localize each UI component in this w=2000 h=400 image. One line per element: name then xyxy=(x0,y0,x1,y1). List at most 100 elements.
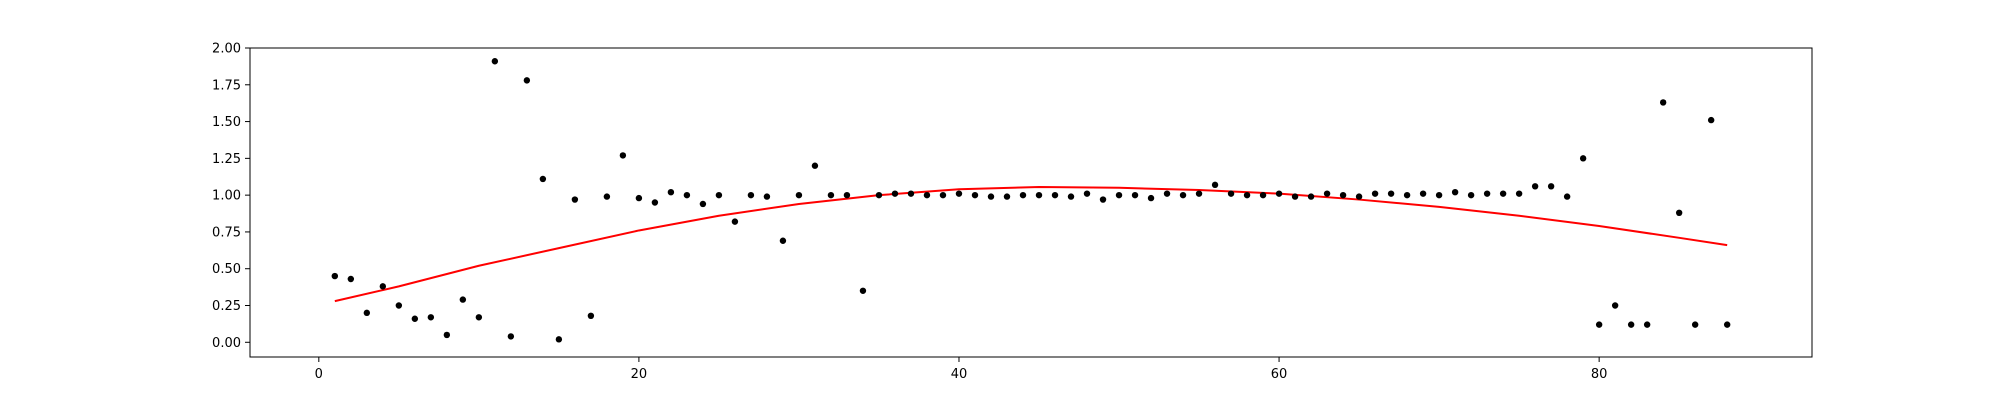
data-point xyxy=(475,314,483,321)
data-point xyxy=(1419,190,1427,197)
y-tick-label: 0.25 xyxy=(212,299,241,314)
data-point xyxy=(795,191,803,199)
data-point xyxy=(1195,190,1203,197)
data-point xyxy=(955,190,963,197)
data-point xyxy=(1019,191,1027,199)
data-point xyxy=(1227,190,1235,197)
data-point xyxy=(1595,321,1603,328)
data-point xyxy=(459,296,467,303)
data-point xyxy=(395,302,403,309)
data-point xyxy=(891,190,899,197)
x-tick-label: 0 xyxy=(315,367,323,382)
data-points-layer xyxy=(331,58,1731,343)
y-axis-ticks: 0.00 0.25 0.50 0.75 1.00 1.25 1.50 1.75 2.00 xyxy=(212,42,250,351)
data-point xyxy=(747,191,755,199)
data-point xyxy=(1723,321,1731,328)
data-point xyxy=(811,162,819,169)
data-point xyxy=(587,312,595,319)
data-point xyxy=(1371,190,1379,197)
data-point xyxy=(1611,302,1619,309)
data-point xyxy=(779,237,787,244)
data-point xyxy=(1707,116,1715,124)
data-point xyxy=(555,336,563,343)
plot-area-frame xyxy=(249,47,1813,358)
data-point xyxy=(763,193,771,200)
data-point xyxy=(1291,193,1299,200)
data-point xyxy=(443,331,451,339)
data-point xyxy=(507,333,515,340)
data-point xyxy=(1163,190,1171,197)
x-tick-label: 80 xyxy=(1591,367,1608,382)
data-point xyxy=(1435,191,1443,199)
data-point xyxy=(1467,191,1475,199)
data-point xyxy=(347,275,355,283)
data-point xyxy=(923,191,931,199)
data-point xyxy=(731,218,739,225)
data-point xyxy=(1531,183,1539,190)
data-point xyxy=(1627,321,1635,328)
data-point xyxy=(1003,193,1011,200)
data-point xyxy=(1659,99,1667,106)
x-tick-label: 60 xyxy=(1271,367,1288,382)
data-point xyxy=(651,199,659,206)
data-point xyxy=(971,191,979,199)
data-point xyxy=(603,193,611,200)
x-tick-label: 20 xyxy=(631,367,648,382)
data-point xyxy=(1339,191,1347,199)
data-point xyxy=(715,191,723,199)
y-tick-label: 2.00 xyxy=(212,42,241,57)
data-point xyxy=(1563,193,1571,200)
fit-curve-line xyxy=(334,186,1728,303)
data-point xyxy=(1067,193,1075,200)
data-point xyxy=(1275,190,1283,197)
data-point xyxy=(683,191,691,199)
data-point xyxy=(667,189,675,196)
data-point xyxy=(1259,191,1267,199)
fit-curve-layer xyxy=(334,186,1728,303)
data-point xyxy=(331,272,339,280)
y-tick-label: 0.50 xyxy=(212,262,241,277)
data-point xyxy=(699,200,707,208)
data-point xyxy=(1579,155,1587,162)
data-point xyxy=(1483,190,1491,197)
data-point xyxy=(907,190,915,197)
data-point xyxy=(363,309,371,317)
data-point xyxy=(1643,321,1651,328)
y-tick-label: 0.00 xyxy=(212,336,241,351)
data-point xyxy=(491,58,499,65)
data-point xyxy=(1451,189,1459,196)
y-tick-label: 0.75 xyxy=(212,225,241,240)
data-point xyxy=(1355,193,1363,200)
data-point xyxy=(539,175,547,183)
data-point xyxy=(1499,190,1507,197)
data-point xyxy=(1115,191,1123,199)
data-point xyxy=(1243,191,1251,199)
y-tick-label: 1.75 xyxy=(212,78,241,93)
data-point xyxy=(1515,190,1523,197)
data-point xyxy=(1403,191,1411,199)
data-point xyxy=(1307,193,1315,200)
data-point xyxy=(1179,191,1187,199)
data-point xyxy=(427,314,435,321)
y-tick-label: 1.00 xyxy=(212,189,241,204)
y-tick-label: 1.50 xyxy=(212,115,241,130)
data-point xyxy=(379,283,387,290)
data-point xyxy=(1547,183,1555,190)
data-point xyxy=(1147,194,1155,202)
data-point xyxy=(1323,190,1331,197)
data-point xyxy=(1083,190,1091,197)
data-point xyxy=(411,315,419,322)
data-point xyxy=(987,193,995,200)
data-point xyxy=(619,152,627,159)
data-point xyxy=(1035,191,1043,199)
data-point xyxy=(571,196,579,203)
data-point xyxy=(1691,321,1699,328)
data-point xyxy=(523,77,531,84)
data-point xyxy=(1051,191,1059,199)
data-point xyxy=(1211,181,1219,189)
x-tick-label: 40 xyxy=(951,367,968,382)
data-point xyxy=(635,194,643,202)
data-point xyxy=(939,191,947,199)
